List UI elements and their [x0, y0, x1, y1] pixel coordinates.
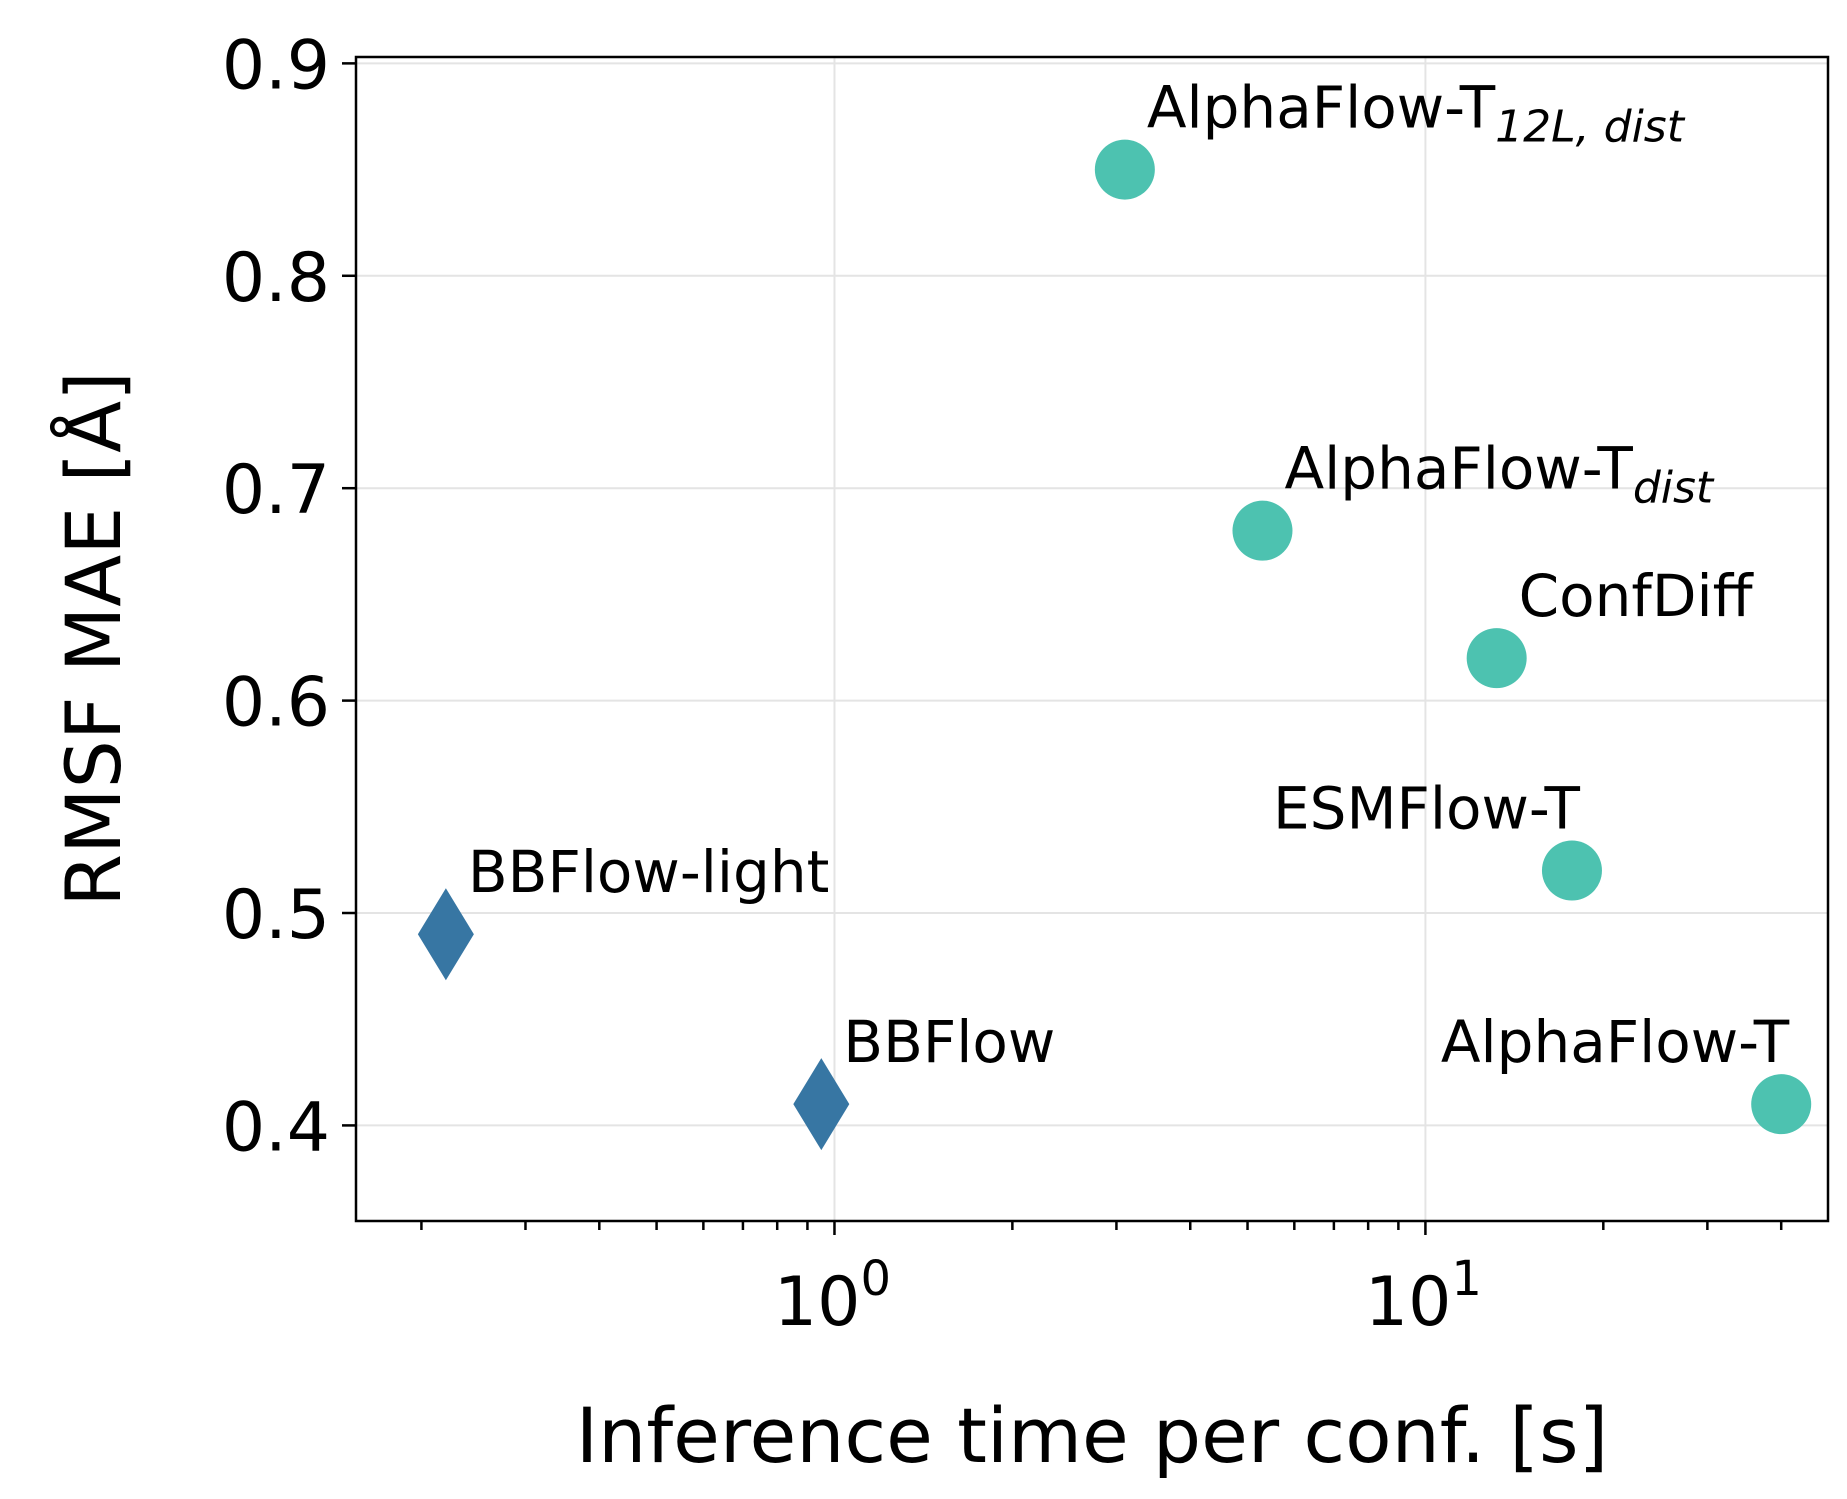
grid-layer [356, 57, 1828, 1221]
ticks-layer: 0.4 0.5 0.6 0.7 0.8 0.9 100 101 [222, 26, 1783, 1342]
y-axis-label: RMSF MAE [Å] [49, 371, 138, 907]
point-label: ConfDiff [1519, 562, 1755, 630]
circle-marker [1541, 840, 1602, 901]
circle-marker [1466, 628, 1527, 689]
plot-frame [354, 55, 1830, 1223]
x-axis-label: Inference time per conf. [s] [576, 1391, 1608, 1480]
diamond-marker [417, 888, 474, 981]
point-label: AlphaFlow-T [1441, 1008, 1790, 1076]
y-tick-label: 0.6 [222, 664, 330, 743]
point-label: BBFlow [843, 1008, 1055, 1076]
point-label: BBFlow-light [468, 838, 829, 906]
point-bbflow: BBFlow [793, 1008, 1055, 1151]
diamond-marker [793, 1058, 850, 1151]
point-label: AlphaFlow-Tdist [1284, 435, 1714, 514]
points-layer: BBFlow-light BBFlow AlphaFlow-T12L, dist Al… [417, 74, 1812, 1151]
point-label: ESMFlow-T [1273, 775, 1581, 843]
x-tick-label: 101 [1365, 1251, 1482, 1342]
y-tick-label: 0.5 [222, 876, 330, 955]
y-tick-label: 0.9 [222, 26, 330, 105]
circle-marker [1751, 1074, 1812, 1135]
y-tick-label: 0.4 [222, 1088, 330, 1167]
point-alphaflow-t: AlphaFlow-T [1441, 1008, 1812, 1135]
point-alphaflow-t-dist: AlphaFlow-Tdist [1232, 435, 1715, 561]
point-alphaflow-t-12l-dist: AlphaFlow-T12L, dist [1094, 74, 1686, 200]
point-confdiff: ConfDiff [1466, 562, 1755, 689]
circle-marker [1232, 500, 1293, 561]
point-label: AlphaFlow-T12L, dist [1147, 74, 1686, 153]
y-tick-label: 0.7 [222, 451, 330, 530]
x-tick-label: 100 [774, 1251, 891, 1342]
point-bbflow-light: BBFlow-light [417, 838, 829, 981]
y-tick-label: 0.8 [222, 239, 330, 318]
point-esmflow-t: ESMFlow-T [1273, 775, 1602, 901]
circle-marker [1094, 139, 1155, 200]
